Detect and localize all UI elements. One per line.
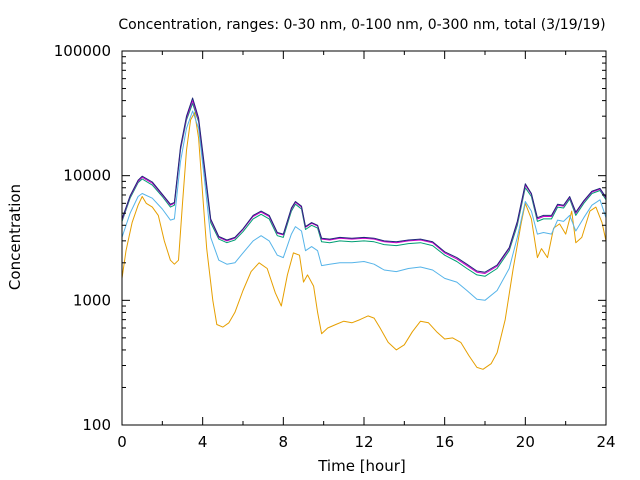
series-line-4: [121, 100, 607, 274]
y-tick-label: 100000: [54, 42, 111, 60]
axes: 0 4 8 12 16 20 24 100 1000 10000 100000: [54, 42, 616, 451]
series-line-2: [121, 110, 607, 301]
chart-title: Concentration, ranges: 0-30 nm, 0-100 nm…: [118, 17, 605, 33]
y-tick-label: 100: [82, 416, 111, 434]
y-tick-label: 1000: [73, 291, 111, 309]
x-tick-label: 0: [117, 433, 127, 451]
x-tick-label: 16: [435, 433, 454, 451]
y-axis-label: Concentration: [6, 184, 24, 290]
x-axis-label: Time [hour]: [317, 457, 406, 475]
x-tick-label: 8: [279, 433, 289, 451]
x-tick-label: 12: [354, 433, 373, 451]
y-tick-label: 10000: [63, 167, 111, 185]
x-tick-label: 24: [596, 433, 615, 451]
series-layer: [121, 97, 607, 370]
series-line-3: [121, 102, 607, 277]
plot-frame: [121, 50, 607, 426]
x-tick-label: 4: [198, 433, 208, 451]
series-line-1: [121, 112, 607, 370]
series-line-5: [121, 97, 607, 273]
x-tick-label: 20: [516, 433, 535, 451]
